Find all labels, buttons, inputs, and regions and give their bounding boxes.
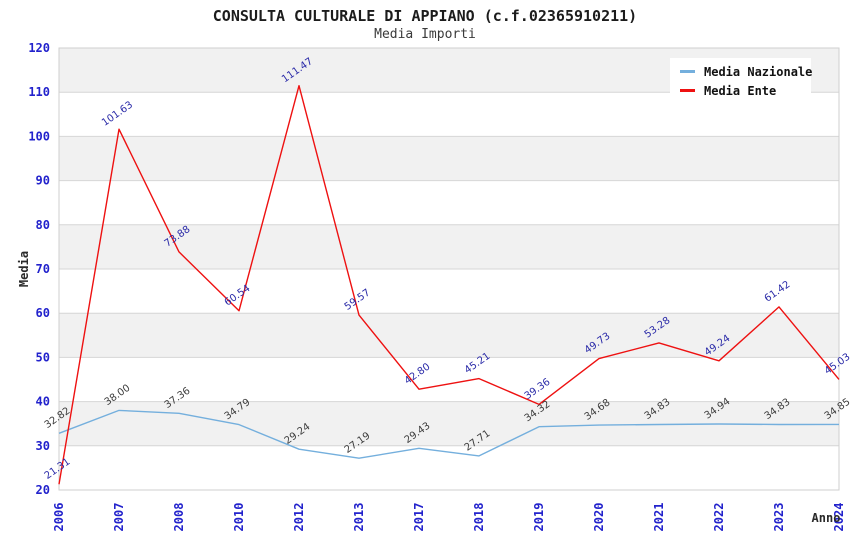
legend-item-media-nazionale: Media Nazionale — [670, 62, 813, 81]
y-tick-label: 80 — [36, 218, 50, 232]
y-tick-label: 100 — [28, 129, 50, 143]
y-axis-title: Media — [17, 251, 31, 287]
y-tick-label: 110 — [28, 85, 50, 99]
x-tick-label: 2021 — [652, 503, 666, 532]
y-tick-label: 60 — [36, 306, 50, 320]
x-tick-label: 2020 — [592, 503, 606, 532]
x-axis-title: Anno — [812, 511, 841, 525]
plot-band — [59, 445, 839, 490]
media-nazionale-line-swatch — [680, 70, 695, 73]
legend-label-media-nazionale: Media Nazionale — [704, 64, 813, 79]
x-tick-label: 2007 — [112, 503, 126, 532]
plot-band — [59, 357, 839, 402]
legend-label-media-ente: Media Ente — [704, 83, 777, 98]
x-tick-label: 2018 — [472, 503, 486, 532]
x-tick-label: 2010 — [232, 503, 246, 532]
chart-subtitle: Media Importi — [374, 27, 476, 42]
plot-band — [59, 136, 839, 181]
legend-item-media-ente: Media Ente — [670, 81, 811, 100]
x-tick-label: 2019 — [532, 503, 546, 532]
x-tick-label: 2023 — [772, 503, 786, 532]
series-line-media-nazionale — [58, 409, 840, 459]
y-tick-label: 40 — [36, 395, 50, 409]
x-tick-label: 2017 — [412, 503, 426, 532]
media-ente-line-swatch — [680, 89, 695, 92]
y-tick-label: 30 — [36, 439, 50, 453]
plot-band — [59, 269, 839, 314]
y-tick-label: 20 — [36, 483, 50, 497]
y-tick-label: 50 — [36, 350, 50, 364]
y-tick-label: 90 — [36, 174, 50, 188]
series-line-media-ente — [58, 84, 840, 485]
chart-title: CONSULTA CULTURALE DI APPIANO (c.f.02365… — [212, 7, 638, 25]
x-tick-label: 2013 — [352, 503, 366, 532]
x-tick-label: 2006 — [52, 503, 66, 532]
y-tick-label: 120 — [28, 41, 50, 55]
legend: Media Nazionale Media Ente — [670, 58, 813, 105]
x-tick-label: 2024 — [832, 503, 846, 532]
x-tick-label: 2008 — [172, 503, 186, 532]
x-tick-label: 2012 — [292, 503, 306, 532]
plot-band — [59, 180, 839, 225]
plot-band — [59, 313, 839, 358]
plot-border — [58, 47, 840, 491]
y-tick-label: 70 — [36, 262, 50, 276]
x-tick-label: 2022 — [712, 503, 726, 532]
